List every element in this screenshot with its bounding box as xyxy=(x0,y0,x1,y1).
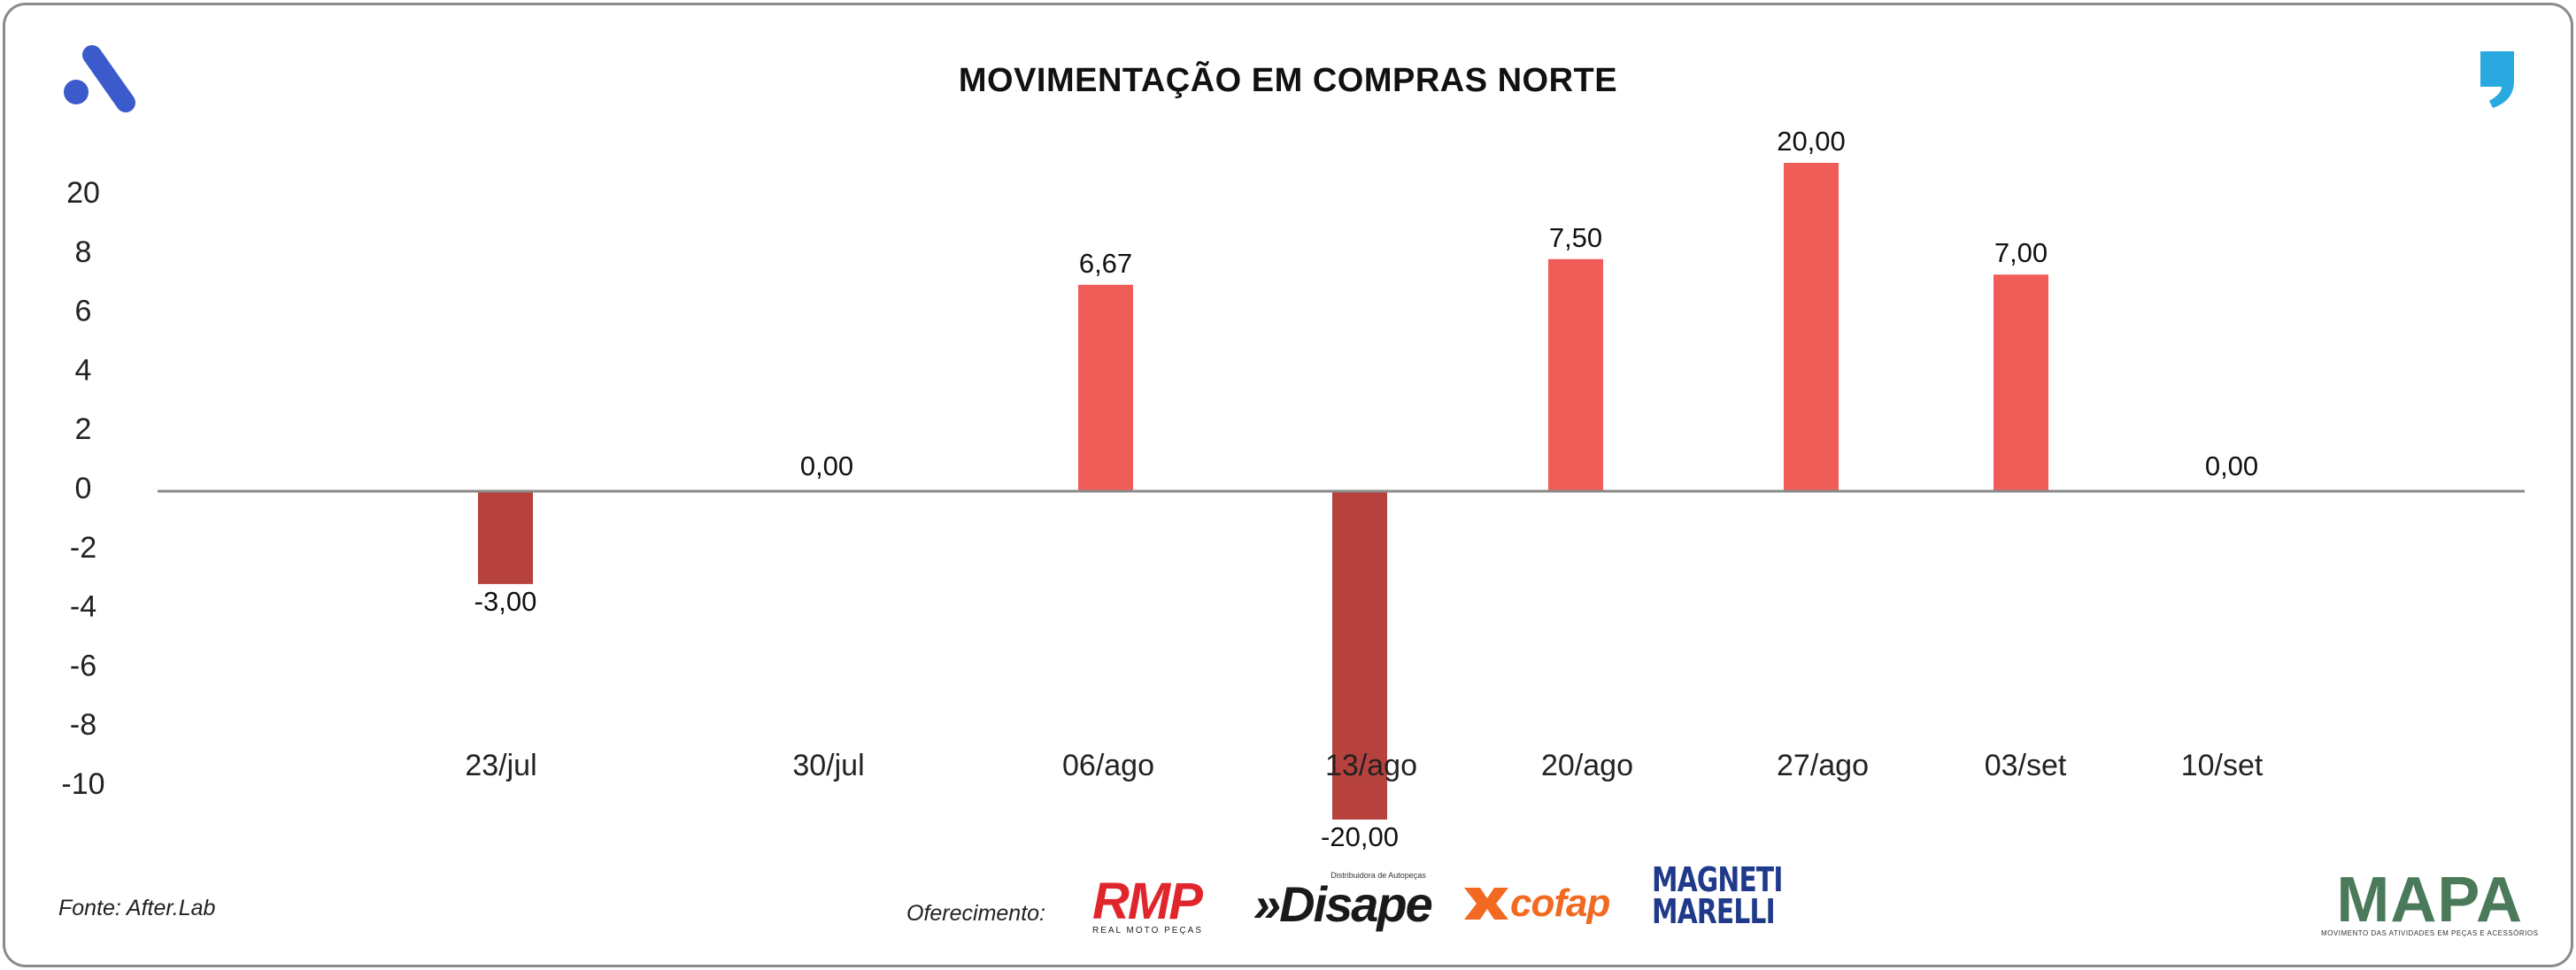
cofap-logo-text: cofap xyxy=(1510,881,1610,925)
data-label: 7,50 xyxy=(1549,222,1602,253)
x-tick-label: 20/ago xyxy=(1541,749,1633,782)
x-tick-label: 06/ago xyxy=(1062,749,1154,782)
disape-logo-subtext: Distribuidora de Autopeças xyxy=(1330,871,1426,880)
rmp-logo: RMP REAL MOTO PEÇAS xyxy=(1092,873,1204,936)
y-tick-label: -6 xyxy=(70,649,96,682)
x-tick-label: 27/ago xyxy=(1777,749,1869,782)
bar xyxy=(1784,163,1839,491)
y-tick-label: -8 xyxy=(70,708,96,742)
data-label: 20,00 xyxy=(1777,126,1846,157)
rmp-logo-text: RMP xyxy=(1092,873,1203,930)
cofap-x-icon xyxy=(1464,888,1508,920)
magneti-logo-line1: MAGNETI xyxy=(1652,860,1783,899)
quote-icon xyxy=(2480,51,2514,108)
mapa-logo-subtext: MOVIMENTO DAS ATIVIDADES EM PEÇAS E ACES… xyxy=(2321,929,2539,937)
y-tick-label: 6 xyxy=(75,295,92,328)
x-tick-label: 03/set xyxy=(1985,749,2067,782)
bar xyxy=(1994,274,2048,491)
bar xyxy=(478,491,533,584)
bar xyxy=(1548,258,1603,491)
magneti-marelli-logo: MAGNETI MARELLI xyxy=(1652,860,1819,931)
bar xyxy=(1332,491,1387,820)
data-label: 0,00 xyxy=(2205,450,2258,481)
disape-logo-text: »Disape xyxy=(1253,876,1433,932)
x-tick-label: 10/set xyxy=(2181,749,2264,782)
x-tick-label: 13/ago xyxy=(1325,749,1417,782)
rmp-logo-subtext: REAL MOTO PEÇAS xyxy=(1092,926,1204,935)
data-label: 7,00 xyxy=(1994,237,2048,268)
sponsor-label: Oferecimento: xyxy=(906,901,1046,926)
cofap-logo: cofap xyxy=(1461,881,1610,926)
y-tick-label: 2 xyxy=(75,412,92,446)
data-label: -3,00 xyxy=(474,586,537,617)
mapa-logo-text: MAPA xyxy=(2336,865,2524,935)
source-note: Fonte: After.Lab xyxy=(58,896,216,920)
data-label: -20,00 xyxy=(1321,821,1399,852)
data-label: 0,00 xyxy=(800,450,853,481)
bar-chart: 2086420-2-4-6-8-10-3,0023/jul0,0030/jul6… xyxy=(61,126,2525,852)
y-tick-label: 4 xyxy=(75,353,92,387)
y-tick-label: 0 xyxy=(75,472,92,505)
chart-title: MOVIMENTAÇÃO EM COMPRAS NORTE xyxy=(958,62,1618,99)
data-label: 6,67 xyxy=(1079,248,1132,279)
y-tick-label: 20 xyxy=(66,176,100,210)
brand-logo-icon xyxy=(64,45,135,112)
y-tick-label: -2 xyxy=(70,531,96,565)
bar xyxy=(1078,284,1133,491)
x-tick-label: 30/jul xyxy=(792,749,864,782)
chart-card: MOVIMENTAÇÃO EM COMPRAS NORTE 20 8 6 4 2 0 -2-… xyxy=(3,3,2573,967)
disape-logo: Distribuidora de Autopeças »Disape xyxy=(1253,871,1433,932)
y-tick-label: -4 xyxy=(70,590,96,624)
mapa-logo: MAPA MOVIMENTO DAS ATIVIDADES EM PEÇAS E… xyxy=(2321,865,2539,937)
y-tick-label: -10 xyxy=(61,767,104,801)
y-tick-label: 8 xyxy=(75,235,92,269)
x-tick-label: 23/jul xyxy=(465,749,536,782)
magneti-logo-line2: MARELLI xyxy=(1652,892,1776,931)
